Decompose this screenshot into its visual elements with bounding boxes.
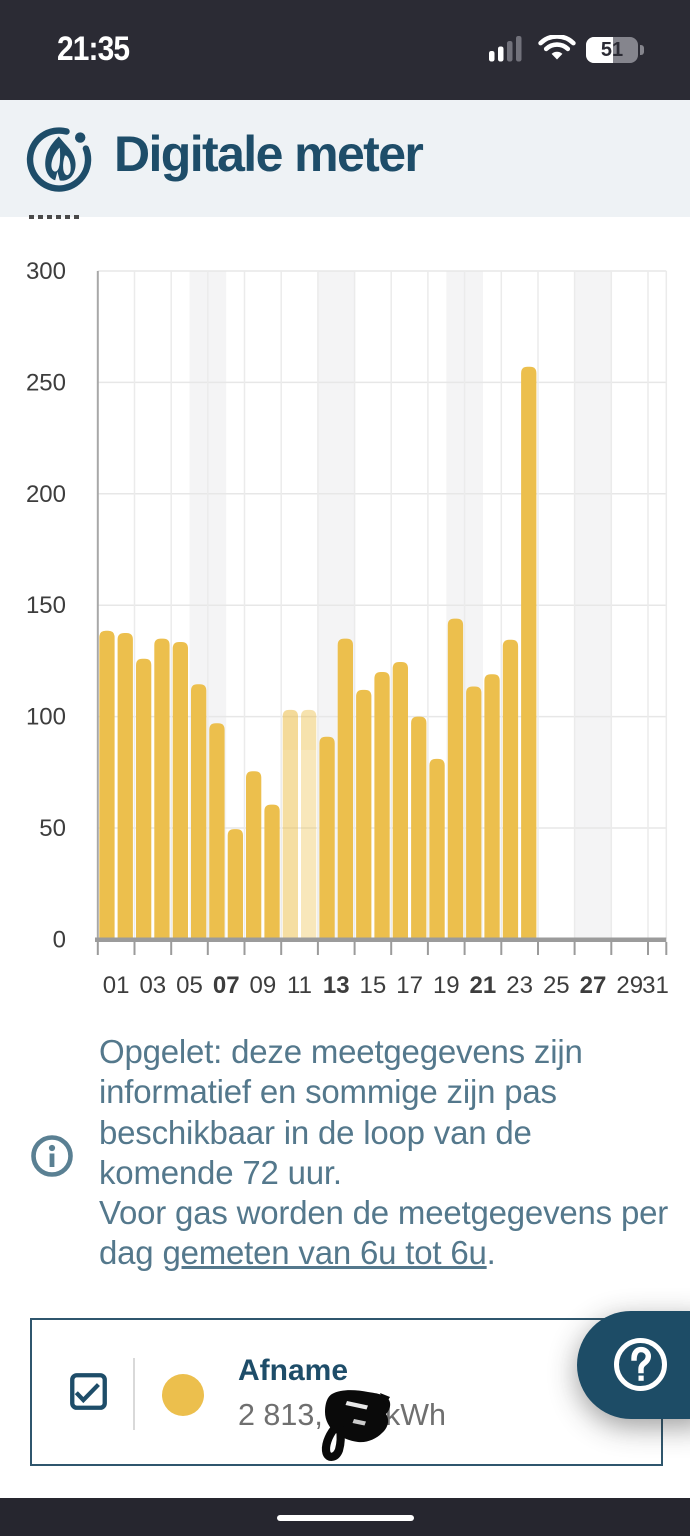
svg-text:17: 17	[396, 972, 423, 999]
svg-text:27: 27	[580, 972, 607, 999]
svg-text:15: 15	[360, 972, 387, 999]
svg-text:13: 13	[323, 972, 350, 999]
svg-text:19: 19	[433, 972, 460, 999]
svg-text:07: 07	[213, 972, 240, 999]
svg-text:25: 25	[543, 972, 570, 999]
svg-text:11: 11	[287, 972, 312, 999]
svg-text:0: 0	[53, 926, 66, 953]
svg-text:29: 29	[616, 972, 643, 999]
svg-text:100: 100	[26, 704, 66, 731]
svg-text:23: 23	[506, 972, 533, 999]
svg-text:50: 50	[39, 815, 66, 842]
svg-text:250: 250	[26, 369, 66, 396]
svg-text:31: 31	[642, 972, 669, 999]
svg-text:09: 09	[250, 972, 277, 999]
svg-text:03: 03	[139, 972, 166, 999]
svg-text:05: 05	[176, 972, 203, 999]
svg-text:21: 21	[470, 972, 497, 999]
svg-text:150: 150	[26, 592, 66, 619]
svg-text:01: 01	[103, 972, 130, 999]
svg-text:300: 300	[26, 258, 66, 285]
svg-text:200: 200	[26, 481, 66, 508]
